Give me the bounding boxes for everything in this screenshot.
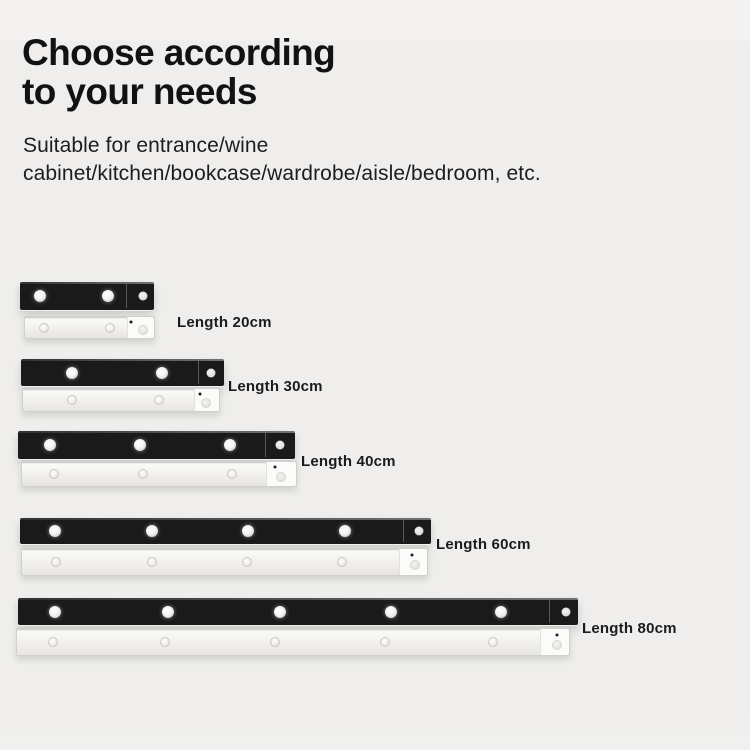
led-icon <box>48 637 59 647</box>
sensor-divider <box>403 520 405 542</box>
light-bar-black <box>21 359 224 386</box>
indicator-dot-icon <box>555 633 559 637</box>
led-icon <box>137 469 148 479</box>
led-icon <box>156 366 169 379</box>
sensor-divider <box>198 361 200 384</box>
sensor-divider <box>265 433 267 457</box>
led-icon <box>154 395 165 405</box>
led-icon <box>44 439 57 451</box>
led-icon <box>67 395 78 405</box>
led-icon <box>384 605 397 618</box>
led-icon <box>48 525 61 537</box>
led-icon <box>65 366 78 379</box>
led-icon <box>226 469 237 479</box>
led-icon <box>159 637 170 647</box>
led-icon <box>33 290 46 302</box>
light-bar-black <box>20 518 431 544</box>
led-icon <box>39 322 50 333</box>
sensor-divider <box>548 600 550 623</box>
indicator-dot-icon <box>410 553 414 557</box>
indicator-dot-icon <box>198 392 202 396</box>
motion-sensor-icon <box>138 291 148 301</box>
motion-sensor-icon <box>561 607 571 616</box>
motion-sensor-icon <box>275 440 285 450</box>
led-icon <box>223 439 236 451</box>
led-icon <box>104 322 115 333</box>
light-bar-black <box>18 431 295 459</box>
led-icon <box>488 637 499 647</box>
page-subtitle: Suitable for entrance/wine cabinet/kitch… <box>23 134 541 185</box>
light-bar-black <box>18 598 578 625</box>
light-bar-white <box>24 316 155 339</box>
light-bar-white <box>21 461 297 487</box>
motion-sensor-icon <box>410 560 421 571</box>
led-icon <box>339 525 352 537</box>
indicator-dot-icon <box>273 465 277 469</box>
led-icon <box>48 605 61 618</box>
led-icon <box>270 637 281 647</box>
led-icon <box>51 557 62 567</box>
length-label: Length 80cm <box>582 620 677 637</box>
light-bar-white <box>16 628 570 656</box>
motion-sensor-icon <box>551 640 562 651</box>
motion-sensor-icon <box>276 471 287 482</box>
led-icon <box>274 605 287 618</box>
length-label: Length 30cm <box>228 378 323 395</box>
length-label: Length 20cm <box>177 314 272 331</box>
indicator-dot-icon <box>129 320 133 324</box>
motion-sensor-icon <box>414 526 424 536</box>
length-label: Length 40cm <box>301 453 396 470</box>
led-icon <box>102 290 115 302</box>
light-bar-white <box>22 388 220 412</box>
led-icon <box>133 439 146 451</box>
led-icon <box>145 525 158 537</box>
led-icon <box>379 637 390 647</box>
motion-sensor-icon <box>138 325 149 336</box>
motion-sensor-icon <box>201 397 212 408</box>
page-title-line1: Choose according <box>22 32 336 73</box>
light-bar-white <box>21 548 428 576</box>
length-label: Length 60cm <box>436 536 531 553</box>
led-icon <box>48 469 59 479</box>
light-bar-black <box>20 282 154 310</box>
motion-sensor-icon <box>206 368 216 377</box>
led-icon <box>242 525 255 537</box>
page-title: Choose according to your needs <box>22 32 336 112</box>
led-icon <box>495 605 508 618</box>
led-icon <box>241 557 252 567</box>
sensor-divider <box>125 284 127 308</box>
led-icon <box>162 605 175 618</box>
led-icon <box>337 557 348 567</box>
led-icon <box>147 557 157 567</box>
page-title-line2: to your needs <box>22 71 257 112</box>
